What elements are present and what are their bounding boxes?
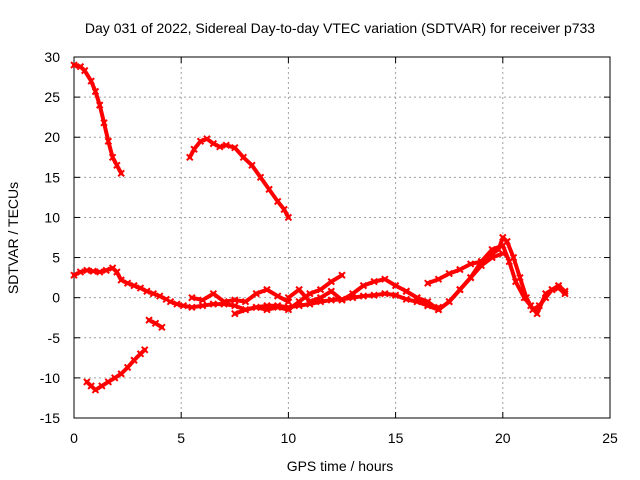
series-trace <box>72 265 169 302</box>
y-tick-label: 0 <box>52 290 60 306</box>
y-tick-label: 30 <box>44 49 60 65</box>
series-trace <box>187 136 291 220</box>
y-tick-label: 5 <box>52 250 60 266</box>
x-axis-label: GPS time / hours <box>287 458 394 474</box>
chart-title: Day 031 of 2022, Sidereal Day-to-day VTE… <box>85 20 595 36</box>
series-arc-2 <box>186 135 293 222</box>
y-axis-label: SDTVAR / TECUs <box>5 182 21 294</box>
y-tick-label: -15 <box>40 410 60 426</box>
x-tick-label: 15 <box>388 430 404 446</box>
series-arc-5 <box>70 264 170 303</box>
series-arc-10 <box>402 241 569 318</box>
series-trace <box>72 63 124 176</box>
y-tick-label: 10 <box>44 209 60 225</box>
series-arc-7 <box>188 285 293 306</box>
series-arc-4 <box>145 316 166 332</box>
y-tick-label: 20 <box>44 129 60 145</box>
series-arc-8 <box>231 271 346 318</box>
y-tick-label: -10 <box>40 370 60 386</box>
series-arc-1 <box>70 61 125 178</box>
series-trace <box>189 287 291 304</box>
x-tick-label: 25 <box>602 430 618 446</box>
x-tick-label: 10 <box>281 430 297 446</box>
series-trace <box>84 347 147 392</box>
y-tick-label: -5 <box>48 330 61 346</box>
series-trace <box>168 291 441 312</box>
axis-ticks: 0 5 10 15 20 25 -15 -10 -5 0 5 10 15 20 25 30 <box>40 49 618 446</box>
plot-frame <box>73 56 611 419</box>
x-tick-label: 0 <box>70 430 78 446</box>
series-trace <box>232 273 344 316</box>
series-trace <box>425 235 567 312</box>
x-tick-label: 5 <box>177 430 185 446</box>
y-tick-label: 15 <box>44 169 60 185</box>
series-trace <box>404 243 567 316</box>
x-tick-label: 20 <box>495 430 511 446</box>
series-arc-11 <box>424 233 569 314</box>
series-trace <box>147 318 164 330</box>
y-tick-label: 25 <box>44 89 60 105</box>
series-arc-3 <box>83 346 149 394</box>
data-points <box>70 61 569 394</box>
grid-lines <box>74 57 610 418</box>
